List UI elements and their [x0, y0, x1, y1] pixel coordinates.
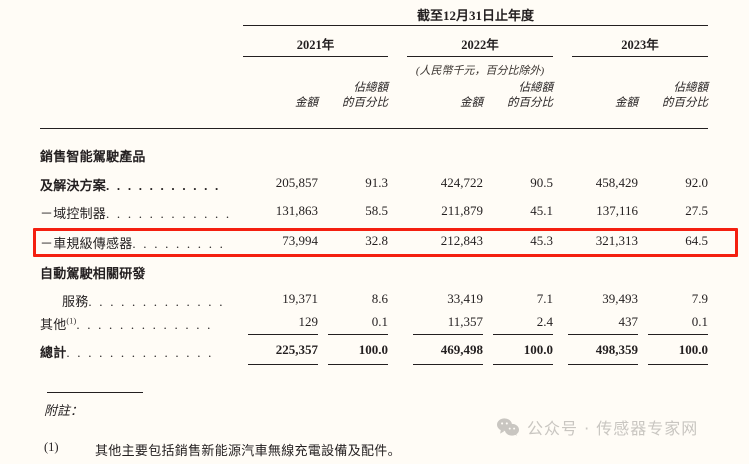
total-top-rule-c3 [493, 334, 553, 335]
cell-total-c5: 100.0 [678, 342, 708, 357]
wechat-watermark: 公众号 · 传感器专家网 [497, 415, 698, 439]
cell-r3-c1: 8.6 [371, 291, 388, 306]
subheader-percent-2023: 佔總額 的百分比 [636, 81, 708, 111]
row-label-others: 其他(1). . . . . . . . . . . . . [40, 314, 213, 333]
cell-r4-c5: 0.1 [691, 314, 708, 329]
cell-r1-c2: 211,879 [441, 203, 483, 218]
subheader-percent-2021: 佔總額 的百分比 [316, 81, 388, 111]
leader-dots: . . . . . . . . . . . . . . [66, 345, 214, 360]
subheader-percent-2021-line1: 佔總額 [353, 82, 389, 94]
cell-r3-c0: 19,371 [282, 291, 318, 306]
subheader-percent-2023-line2: 的百分比 [662, 97, 708, 109]
cell-r1-c0: 131,863 [275, 203, 318, 218]
watermark-text: 公众号 · 传感器专家网 [527, 419, 699, 438]
cell-r4-c2: 11,357 [447, 314, 483, 329]
subheader-amount-2021: 金額 [295, 97, 318, 109]
cell-r3-c4: 39,493 [602, 291, 638, 306]
subheader-percent-2021-line2: 的百分比 [342, 97, 388, 109]
cell-r1-c1: 58.5 [365, 203, 388, 218]
total-top-rule-c4 [568, 334, 638, 335]
row-label-text: 及解決方案 [40, 178, 107, 193]
cell-r2-c1: 32.8 [365, 233, 388, 248]
subheader-percent-2022-line2: 的百分比 [507, 97, 553, 109]
cell-r3-c5: 7.9 [691, 291, 708, 306]
footnote-heading: 附註： [44, 403, 84, 418]
column-group-2023: 2023年 [621, 38, 659, 52]
cell-r0-c5: 92.0 [685, 175, 708, 190]
total-bottom-rule-c3 [493, 364, 553, 365]
cell-r4-c4: 437 [618, 314, 639, 329]
cell-r3-c3: 7.1 [536, 291, 553, 306]
row-label-text: －車規級傳感器 [40, 236, 133, 251]
row-label-sales-products-line2: 及解決方案. . . . . . . . . . . [40, 175, 220, 194]
total-top-rule-c1 [328, 334, 388, 335]
row-label-sales-products-line1: 銷售智能駕駛產品 [40, 149, 146, 164]
subheader-percent-2022: 佔總額 的百分比 [481, 81, 553, 111]
row-label-total: 總計. . . . . . . . . . . . . . [40, 342, 214, 361]
leader-dots: . . . . . . . . . . . . [106, 206, 232, 221]
cell-r1-c4: 137,116 [596, 203, 638, 218]
cell-r3-c2: 33,419 [447, 291, 483, 306]
cell-r0-c2: 424,722 [440, 175, 483, 190]
wechat-icon [497, 418, 519, 436]
cell-r2-c4: 321,313 [595, 233, 638, 248]
row-label-rnd-services-line1: 自動駕駛相關研發 [40, 266, 146, 281]
currency-unit-note: (人民幣千元，百分比除外) [415, 65, 545, 77]
footnote-number: (1) [44, 440, 59, 454]
header-bottom-rule [40, 128, 708, 129]
cell-r0-c3: 90.5 [530, 175, 553, 190]
subheader-amount-2022: 金額 [460, 97, 483, 109]
row-label-text: 服務 [62, 294, 89, 309]
cell-r4-c0: 129 [298, 314, 319, 329]
leader-dots: . . . . . . . . . [132, 236, 226, 251]
total-top-rule-c5 [648, 334, 708, 335]
total-bottom-rule-c1 [328, 364, 388, 365]
footnote-separator-rule [47, 392, 143, 393]
cell-r0-c0: 205,857 [275, 175, 318, 190]
row-label-text: －域控制器 [40, 206, 107, 221]
cell-r0-c4: 458,429 [595, 175, 638, 190]
total-bottom-rule-c4 [568, 364, 638, 365]
row-label-domain-controller: －域控制器. . . . . . . . . . . . [40, 203, 231, 222]
cell-r2-c3: 45.3 [530, 233, 553, 248]
cell-r0-c1: 91.3 [365, 175, 388, 190]
column-group-2021: 2021年 [296, 38, 335, 52]
cell-r1-c3: 45.1 [530, 203, 553, 218]
cell-r2-c0: 73,994 [282, 233, 318, 248]
leader-dots: . . . . . . . . . . . . . [88, 294, 225, 309]
cell-r4-c1: 0.1 [371, 314, 388, 329]
row-label-automotive-grade-sensor: －車規級傳感器. . . . . . . . . [40, 233, 225, 252]
cell-r2-c5: 64.5 [685, 233, 708, 248]
leader-dots: . . . . . . . . . . . [106, 178, 221, 193]
row-label-text: 總計 [40, 345, 67, 360]
footnote-text: 其他主要包括銷售新能源汽車無線充電設備及配件。 [95, 443, 401, 458]
total-top-rule-c0 [248, 334, 318, 335]
total-bottom-rule-c5 [648, 364, 708, 365]
total-bottom-rule-c0 [248, 364, 318, 365]
cell-r2-c2: 212,843 [440, 233, 483, 248]
row-label-text: 其他 [40, 317, 67, 332]
total-top-rule-c2 [413, 334, 483, 335]
cell-r1-c5: 27.5 [685, 203, 708, 218]
leader-dots: . . . . . . . . . . . . . [76, 317, 213, 332]
cell-total-c1: 100.0 [358, 342, 388, 357]
cell-total-c3: 100.0 [523, 342, 553, 357]
subheader-amount-2023: 金額 [615, 97, 638, 109]
total-bottom-rule-c2 [413, 364, 483, 365]
column-group-2022: 2022年 [461, 38, 499, 52]
year-rule-2023 [572, 56, 708, 57]
year-rule-2022 [407, 56, 553, 57]
cell-total-c0: 225,357 [275, 342, 318, 357]
cell-r4-c3: 2.4 [536, 314, 553, 329]
header-top-rule [243, 25, 708, 26]
row-label-rnd-services-line2: 服務. . . . . . . . . . . . . [62, 291, 225, 310]
subheader-percent-2023-line1: 佔總額 [673, 82, 709, 94]
cell-total-c2: 469,498 [440, 342, 483, 357]
footnote-marker: (1) [66, 316, 77, 326]
table-period-title: 截至12月31日止年度 [416, 8, 534, 23]
subheader-percent-2022-line1: 佔總額 [518, 82, 554, 94]
year-rule-2021 [243, 56, 388, 57]
cell-total-c4: 498,359 [595, 342, 638, 357]
